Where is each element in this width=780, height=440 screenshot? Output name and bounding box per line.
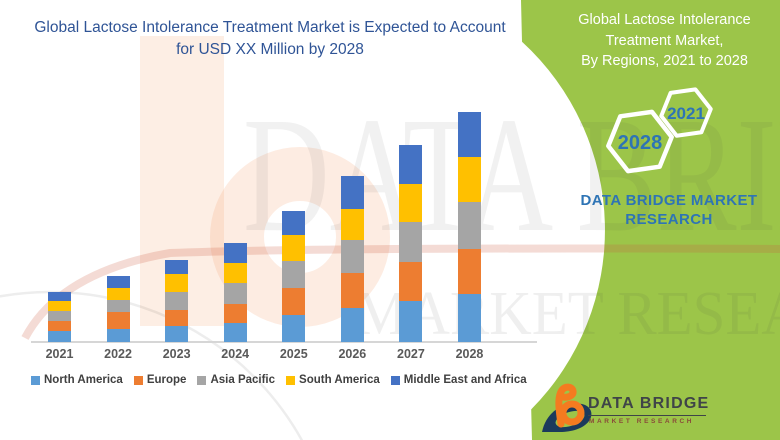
bar-segment-asia-pacific: [48, 311, 71, 321]
legend-label: South America: [299, 374, 380, 386]
hexagon-2028-year: 2028: [618, 132, 663, 154]
bar-column-2024: [223, 243, 247, 342]
x-axis-label-2026: 2026: [338, 347, 367, 361]
footer-logo-subtext: MARKET RESEARCH: [589, 418, 695, 425]
bar-column-2022: [106, 276, 130, 342]
chart-title: Global Lactose Intolerance Treatment Mar…: [0, 17, 540, 61]
bar-segment-europe: [106, 312, 130, 329]
footer-logo-name: DATA BRIDGE: [588, 395, 708, 416]
legend-swatch-icon: [390, 375, 400, 385]
bar-segment-asia-pacific: [340, 240, 364, 273]
bar-segment-europe: [457, 249, 481, 294]
x-axis-label-2021: 2021: [45, 347, 74, 361]
legend-label: Middle East and Africa: [403, 374, 527, 386]
chart-legend: North America Europe Asia Pacific South Ame…: [31, 374, 527, 386]
bar-column-2026: [340, 176, 364, 342]
bar-segment-middle-east-and-africa: [165, 260, 189, 274]
bar-segment-asia-pacific: [223, 283, 247, 304]
x-axis-label-2022: 2022: [104, 347, 132, 361]
bar-segment-middle-east-and-africa: [340, 176, 364, 209]
hexagon-2021-year: 2021: [667, 104, 705, 123]
legend-swatch-icon: [286, 375, 296, 385]
bar-segment-north-america: [282, 315, 306, 342]
watermark-text-line1: DATA BRIDGE: [243, 83, 780, 266]
bar-segment-middle-east-and-africa: [48, 292, 71, 301]
watermark-gray-ring: [0, 290, 304, 440]
bar-segment-north-america: [223, 323, 247, 342]
legend-swatch-icon: [133, 375, 143, 385]
bar-segment-north-america: [165, 326, 189, 342]
watermark-b-stem: [140, 36, 224, 326]
bar-segment-asia-pacific: [282, 261, 306, 288]
bar-segment-middle-east-and-africa: [106, 276, 130, 288]
panel-brand-text: DATA BRIDGE MARKET RESEARCH: [549, 191, 780, 229]
bar-segment-south-america: [457, 157, 481, 202]
bar-column-2028: [457, 112, 481, 342]
bar-column-2025: [282, 211, 306, 342]
bar-segment-asia-pacific: [399, 222, 423, 262]
bar-segment-europe: [165, 310, 189, 326]
bar-column-2021: [48, 292, 71, 342]
x-axis-label-2027: 2027: [397, 347, 425, 361]
bar-segment-south-america: [340, 209, 364, 240]
bar-column-2027: [399, 145, 423, 342]
x-axis-label-2023: 2023: [162, 347, 191, 361]
bar-segment-middle-east-and-africa: [223, 243, 247, 263]
legend-label: North America: [44, 374, 123, 386]
hexagon-2021-icon: [659, 87, 713, 138]
panel-title: Global Lactose Intolerance Treatment Mar…: [549, 10, 780, 72]
bar-segment-europe: [340, 273, 364, 308]
legend-swatch-icon: [197, 375, 207, 385]
bar-segment-north-america: [399, 301, 423, 342]
bar-segment-north-america: [457, 294, 481, 342]
bar-segment-south-america: [106, 288, 130, 300]
x-axis-line: [31, 341, 537, 343]
panel-title-line3: By Regions, 2021 to 2028: [581, 53, 748, 69]
hexagon-2028-icon: [606, 109, 674, 174]
bar-segment-north-america: [340, 308, 364, 342]
bar-column-2023: [165, 260, 189, 342]
bar-segment-asia-pacific: [457, 202, 481, 249]
x-axis-label-2025: 2025: [279, 347, 308, 361]
bar-segment-south-america: [48, 301, 71, 311]
panel-brand-line1: DATA BRIDGE MARKET: [580, 192, 758, 209]
bar-segment-europe: [399, 262, 423, 301]
legend-item-asia-pacific: Asia Pacific: [197, 374, 275, 386]
chart-title-line2: for USD XX Million by 2028: [176, 41, 364, 58]
bar-segment-north-america: [106, 329, 130, 342]
legend-swatch-icon: [31, 375, 40, 385]
chart-title-line1: Global Lactose Intolerance Treatment Mar…: [34, 19, 506, 36]
bar-segment-asia-pacific: [165, 292, 189, 310]
watermark-swoosh-arc: [21, 244, 780, 340]
bar-segment-europe: [48, 321, 71, 331]
legend-item-north-america: North America: [31, 374, 123, 386]
bar-segment-north-america: [48, 331, 71, 342]
legend-label: Asia Pacific: [210, 374, 276, 386]
bar-segment-europe: [282, 288, 306, 315]
x-axis-label-2024: 2024: [221, 347, 250, 361]
bar-segment-south-america: [223, 263, 247, 283]
panel-title-line1: Global Lactose Intolerance: [578, 12, 751, 28]
bar-segment-europe: [223, 304, 247, 323]
bar-segment-south-america: [399, 184, 423, 222]
bar-segment-south-america: [165, 274, 189, 292]
x-axis-label-2028: 2028: [455, 347, 484, 361]
watermark-b-bowl: [210, 147, 390, 327]
bar-segment-asia-pacific: [106, 300, 130, 312]
watermark-text-line2: MARKET RESEARCH: [355, 280, 780, 348]
bar-segment-middle-east-and-africa: [282, 211, 306, 235]
panel-brand-line2: RESEARCH: [625, 211, 713, 228]
bar-segment-middle-east-and-africa: [399, 145, 423, 184]
panel-title-line2: Treatment Market,: [605, 32, 724, 49]
legend-item-middle-east-and-africa: Middle East and Africa: [390, 374, 527, 386]
bar-segment-south-america: [282, 235, 306, 261]
legend-label: Europe: [146, 374, 187, 386]
legend-item-europe: Europe: [133, 374, 187, 386]
data-bridge-logo-icon: [542, 383, 592, 432]
bar-segment-middle-east-and-africa: [457, 112, 481, 157]
legend-item-south-america: South America: [286, 374, 380, 386]
